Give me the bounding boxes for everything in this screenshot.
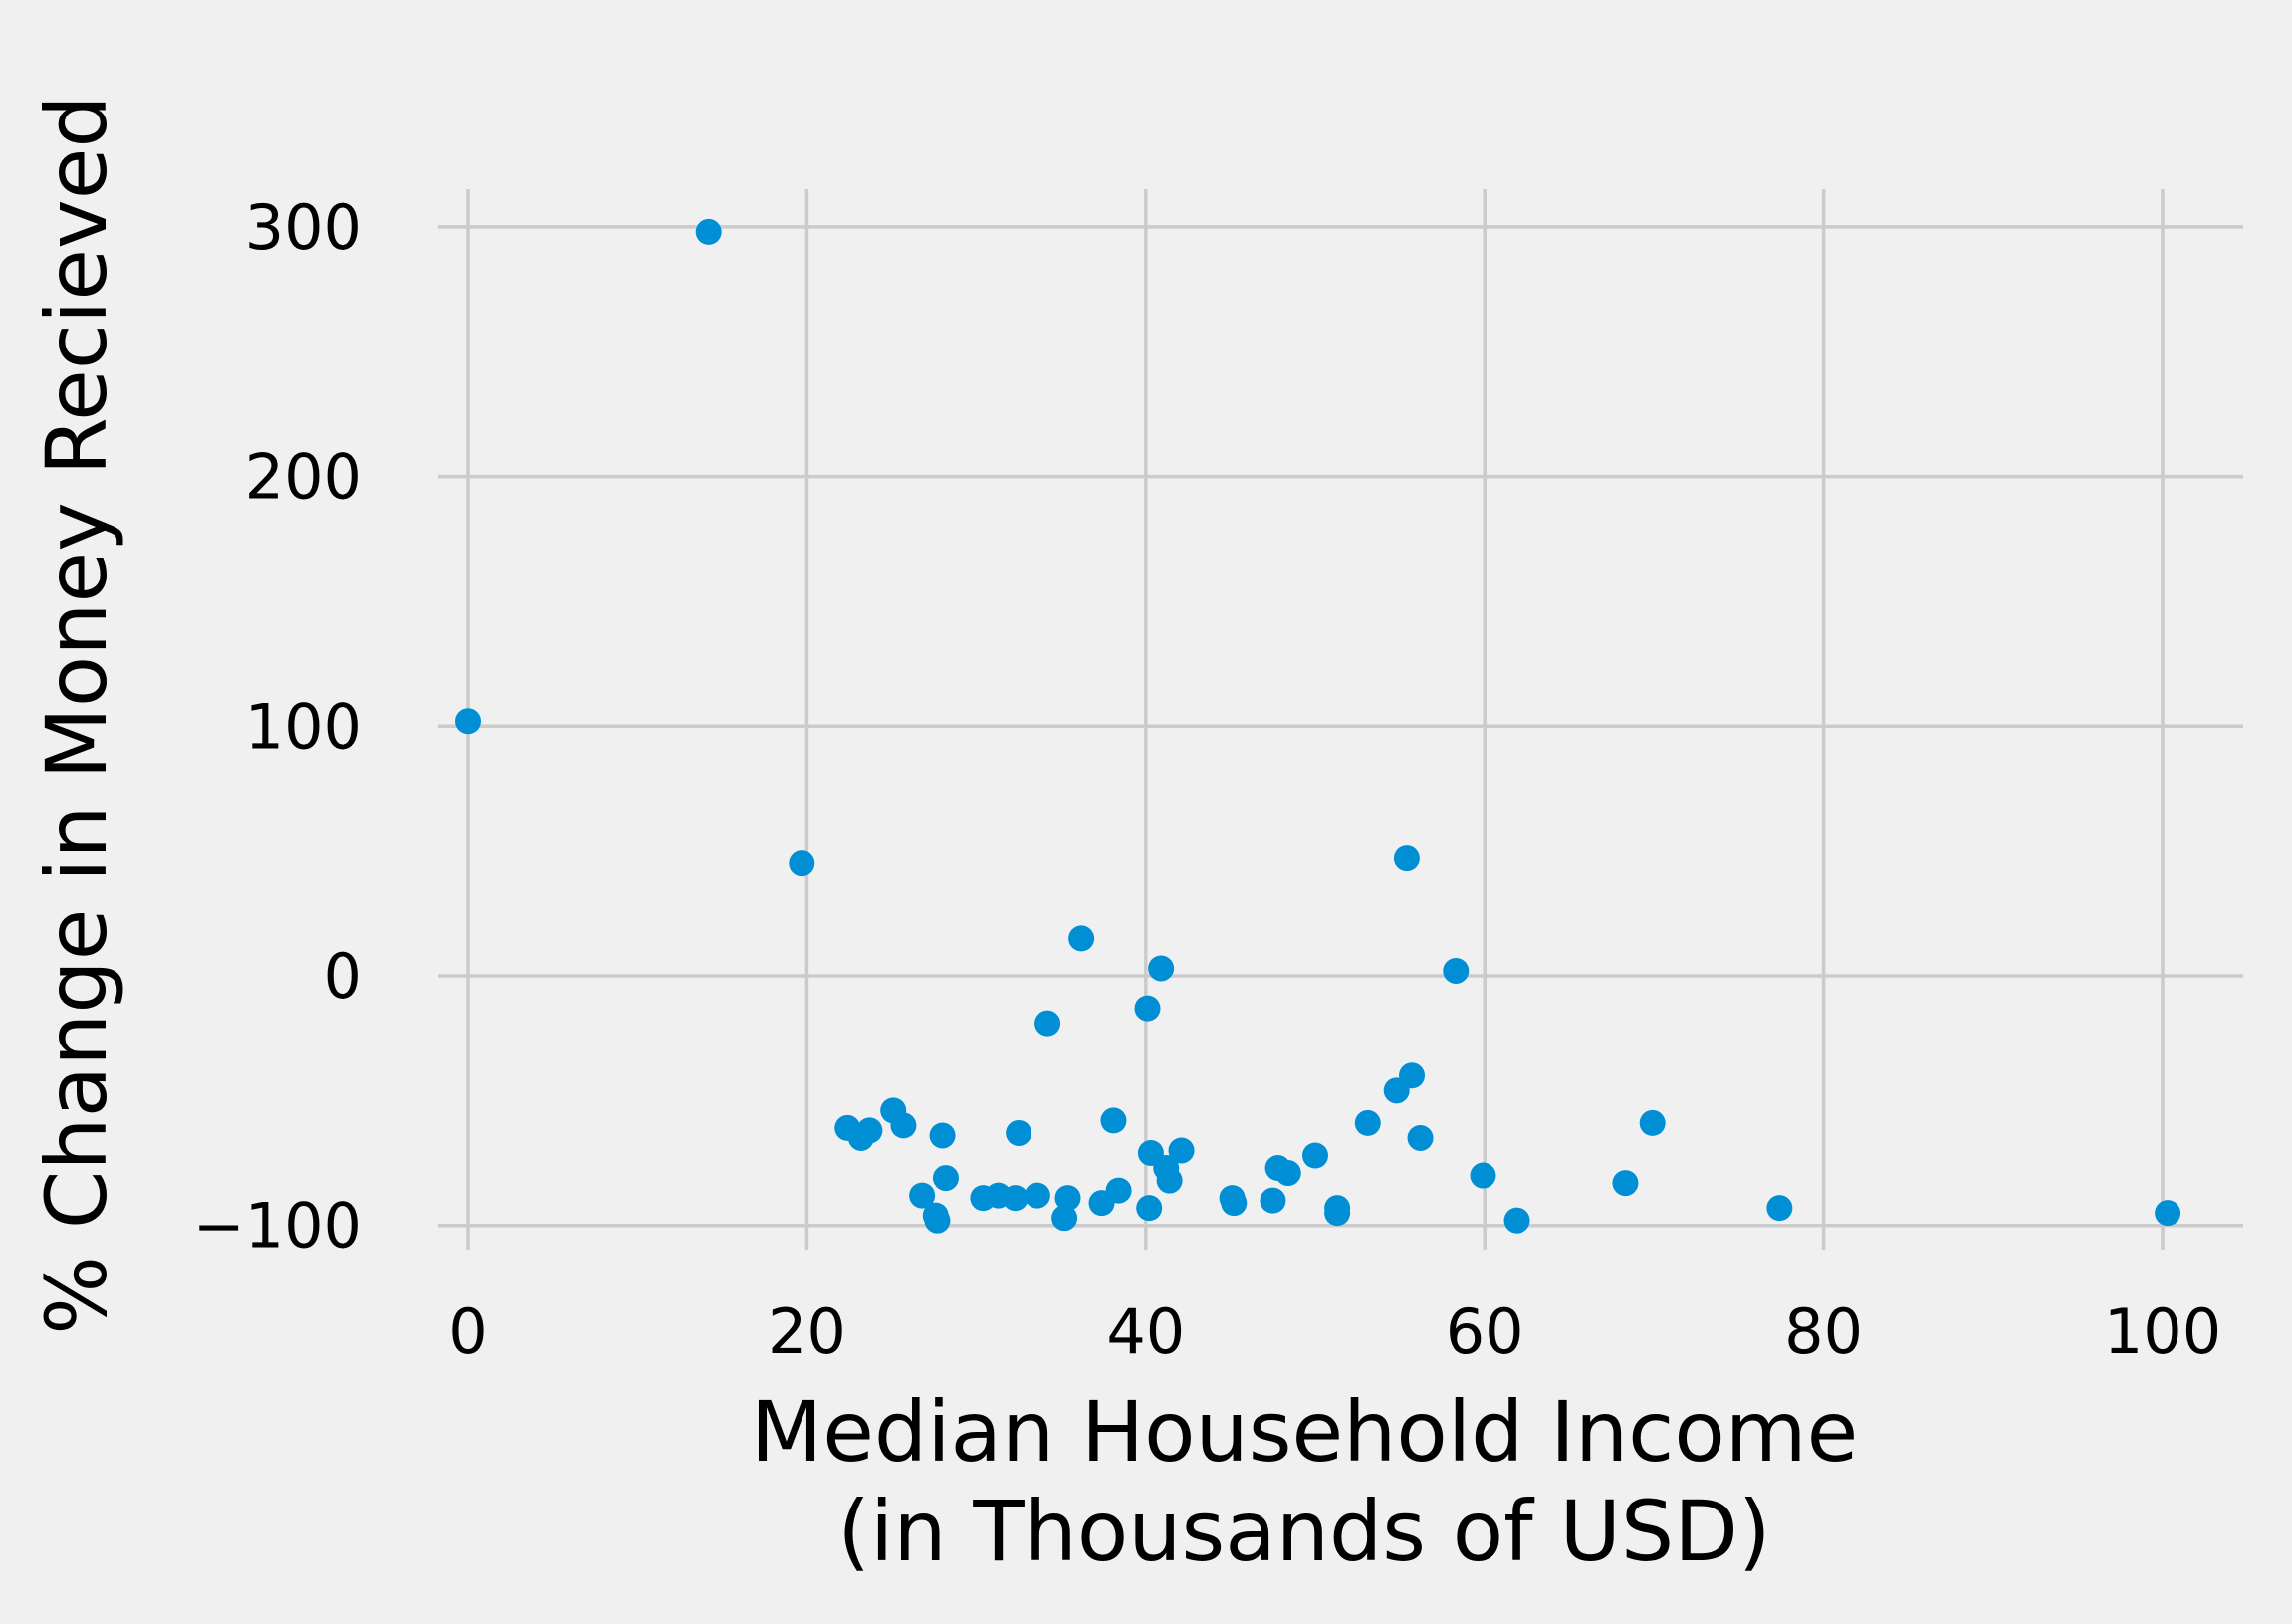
scatter-point: [1168, 1137, 1195, 1164]
x-tick-labels: 0 20 40 60 80 100: [448, 1295, 2221, 1368]
scatter-point: [1051, 1205, 1078, 1232]
x-tick-label: 40: [1106, 1295, 1185, 1368]
scatter-point: [1407, 1124, 1434, 1151]
scatter-point: [1034, 1010, 1061, 1037]
scatter-point: [1324, 1200, 1351, 1227]
scatter-point: [1134, 995, 1161, 1022]
scatter-point: [1221, 1190, 1248, 1217]
scatter-point: [1274, 1160, 1301, 1187]
scatter-point: [1639, 1109, 1666, 1136]
y-tick-label: 100: [245, 690, 362, 763]
scatter-point: [1068, 925, 1095, 952]
y-tick-label: −100: [193, 1190, 362, 1263]
data-points: [455, 218, 2181, 1234]
scatter-point: [1260, 1187, 1286, 1214]
scatter-point: [1612, 1170, 1639, 1197]
scatter-point: [856, 1117, 883, 1144]
x-tick-label: 20: [768, 1295, 846, 1368]
y-tick-label: 0: [324, 940, 362, 1013]
y-tick-labels: −100 0 100 200 300: [193, 191, 362, 1263]
x-tick-label: 80: [1784, 1295, 1863, 1368]
scatter-point: [455, 708, 481, 735]
scatter-point: [1105, 1177, 1132, 1204]
y-tick-label: 300: [245, 191, 362, 264]
scatter-point: [1002, 1185, 1029, 1212]
scatter-point: [1443, 957, 1470, 984]
scatter-point: [1054, 1185, 1081, 1212]
scatter-point: [909, 1182, 936, 1209]
scatter-point: [1470, 1162, 1496, 1189]
y-axis-label: % Change in Money Recieved: [28, 95, 125, 1334]
x-axis-label-line2: (in Thousands of USD): [837, 1483, 1770, 1580]
scatter-point: [1148, 955, 1175, 982]
scatter-point: [1024, 1182, 1050, 1209]
scatter-point: [922, 1202, 949, 1229]
scatter-point: [1393, 845, 1420, 872]
scatter-point: [1766, 1195, 1793, 1222]
x-tick-label: 0: [448, 1295, 487, 1368]
scatter-point: [1354, 1109, 1381, 1136]
scatter-point: [932, 1165, 959, 1192]
y-tick-label: 200: [245, 441, 362, 514]
scatter-point: [1302, 1142, 1328, 1169]
scatter-point: [1100, 1107, 1127, 1134]
x-tick-label: 60: [1446, 1295, 1524, 1368]
scatter-point: [789, 850, 815, 877]
scatter-point: [929, 1122, 956, 1149]
scatter-point: [1006, 1119, 1032, 1146]
scatter-point: [890, 1112, 917, 1139]
x-axis-label: Median Household Income: [751, 1383, 1859, 1481]
scatter-point: [1503, 1207, 1530, 1234]
scatter-point: [1136, 1195, 1163, 1222]
scatter-point: [1156, 1167, 1183, 1194]
x-tick-label: 100: [2104, 1295, 2221, 1368]
scatter-point: [2155, 1200, 2181, 1227]
scatter-point: [695, 218, 722, 245]
grid-lines: [438, 189, 2243, 1250]
scatter-point: [1399, 1062, 1426, 1089]
